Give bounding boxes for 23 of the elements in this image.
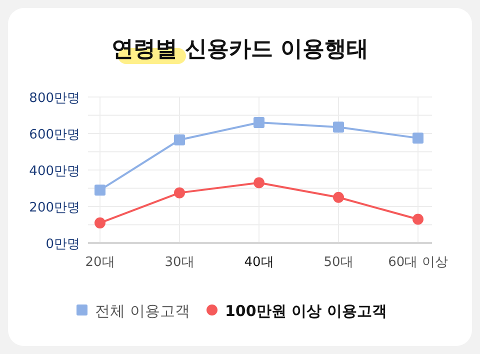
point [174,134,185,146]
point [333,192,344,203]
point [412,214,424,225]
point [333,122,344,133]
point [254,117,264,128]
legend-label: 100만원 이상 이용고객 [225,302,387,320]
x-tick-label: 40대 [244,255,274,270]
x-tick-label: 60대 이상 [388,255,448,270]
chart-title: 연령별 신용카드 이용행태 [111,37,369,62]
x-tick-label: 50대 [324,255,354,270]
y-tick-label: 0만명 [46,237,80,252]
point [254,177,264,188]
point [94,184,106,196]
point [412,132,424,144]
y-tick-label: 800만명 [29,91,80,106]
point [174,187,185,198]
x-tick-label: 20대 [85,255,115,270]
y-tick-label: 200만명 [29,200,80,216]
point [94,217,106,228]
legend-label: 전체 이용고객 [95,302,190,320]
y-tick-label: 400만명 [29,164,80,179]
y-tick-label: 600만명 [29,128,80,142]
x-tick-label: 30대 [164,255,194,270]
